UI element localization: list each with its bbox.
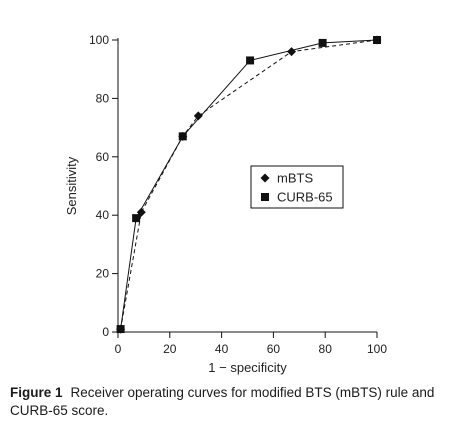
caption-text: Receiver operating curves for modified B… — [10, 385, 435, 418]
x-tick-label: 100 — [367, 342, 387, 356]
legend-marker-curb-65 — [261, 193, 269, 201]
x-tick-label: 80 — [319, 342, 333, 356]
x-tick-label: 20 — [163, 342, 177, 356]
data-point-curb-65 — [246, 56, 255, 65]
y-tick-label: 40 — [96, 208, 110, 222]
series-line-curb-65 — [120, 39, 378, 330]
y-tick-label: 20 — [96, 267, 110, 281]
series-curb-65 — [116, 36, 381, 334]
legend-label-curb-65: CURB-65 — [277, 190, 333, 205]
y-tick-label: 0 — [102, 325, 109, 339]
series-layer — [116, 35, 382, 334]
x-tick-label: 60 — [267, 342, 281, 356]
x-ticks: 0 20 40 60 80 100 — [115, 332, 387, 356]
figure-label: Figure 1 — [10, 385, 63, 400]
legend-label-mbts: mBTS — [277, 171, 313, 186]
series-line-mbts — [120, 39, 378, 330]
data-point-mbts — [193, 111, 203, 121]
y-tick-label: 80 — [96, 91, 110, 105]
data-point-curb-65 — [132, 214, 141, 223]
legend: mBTS CURB-65 — [250, 165, 344, 209]
y-axis-title: Sensitivity — [64, 156, 79, 215]
y-ticks: 0 20 40 60 80 100 — [89, 33, 118, 339]
roc-chart: 0 20 40 60 80 100 0 20 40 60 80 100 Sensitivity 1 … — [64, 33, 387, 375]
legend-marker-mbts — [260, 173, 270, 183]
data-point-curb-65 — [318, 38, 327, 47]
x-axis-title: 1 − specificity — [208, 360, 287, 375]
data-point-curb-65 — [178, 132, 187, 141]
y-tick-label: 60 — [96, 150, 110, 164]
data-point-curb-65 — [373, 36, 381, 44]
data-point-curb-65 — [116, 325, 125, 334]
axes — [117, 38, 377, 333]
figure-caption: Figure 1 Receiver operating curves for mo… — [10, 384, 446, 420]
x-tick-label: 40 — [215, 342, 229, 356]
x-tick-label: 0 — [115, 342, 122, 356]
y-tick-label: 100 — [89, 33, 109, 47]
